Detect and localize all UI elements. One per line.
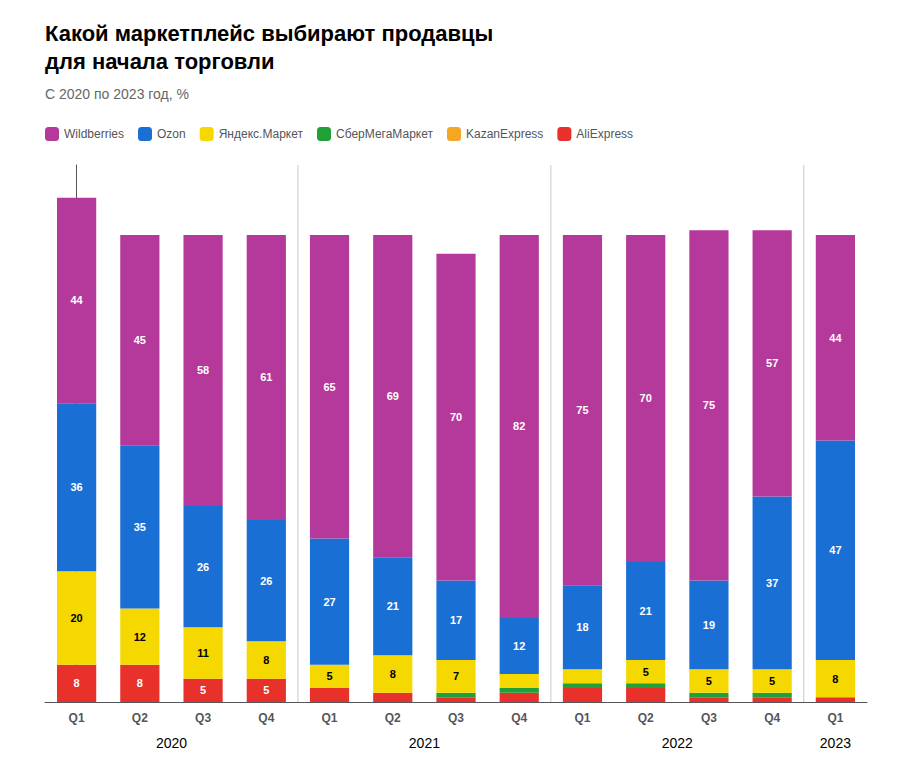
svg-text:18: 18 <box>576 621 588 633</box>
svg-text:Q1: Q1 <box>322 711 338 725</box>
svg-text:8: 8 <box>74 677 80 689</box>
svg-text:82: 82 <box>513 420 525 432</box>
svg-text:19: 19 <box>703 619 715 631</box>
svg-text:Q4: Q4 <box>258 711 274 725</box>
svg-text:С 2020 по 2023 год, %: С 2020 по 2023 год, % <box>45 86 189 102</box>
svg-text:21: 21 <box>640 605 652 617</box>
svg-text:69: 69 <box>387 390 399 402</box>
svg-text:8: 8 <box>832 673 838 685</box>
svg-text:Q2: Q2 <box>638 711 654 725</box>
svg-text:44: 44 <box>829 332 842 344</box>
svg-text:12: 12 <box>134 631 146 643</box>
svg-text:KazanExpress: KazanExpress <box>466 127 543 141</box>
svg-text:2022: 2022 <box>662 735 693 751</box>
svg-text:21: 21 <box>387 600 399 612</box>
svg-text:5: 5 <box>263 684 269 696</box>
svg-text:17: 17 <box>450 614 462 626</box>
svg-text:8: 8 <box>263 654 269 666</box>
svg-text:26: 26 <box>197 561 209 573</box>
svg-text:5: 5 <box>706 675 712 687</box>
svg-text:Q4: Q4 <box>511 711 527 725</box>
svg-text:Какой маркетплейс выбирают про: Какой маркетплейс выбирают продавцы <box>45 21 493 46</box>
svg-text:5: 5 <box>769 675 775 687</box>
svg-text:8: 8 <box>137 677 143 689</box>
svg-text:37: 37 <box>766 577 778 589</box>
svg-text:58: 58 <box>197 364 209 376</box>
svg-text:65: 65 <box>323 381 335 393</box>
svg-text:Q1: Q1 <box>574 711 590 725</box>
svg-text:AliExpress: AliExpress <box>576 127 633 141</box>
svg-text:27: 27 <box>323 596 335 608</box>
svg-text:Q4: Q4 <box>764 711 780 725</box>
svg-text:61: 61 <box>260 371 272 383</box>
svg-text:для начала торговли: для начала торговли <box>45 49 275 74</box>
svg-text:2020: 2020 <box>156 735 187 751</box>
svg-text:Q2: Q2 <box>132 711 148 725</box>
svg-text:Q3: Q3 <box>195 711 211 725</box>
svg-text:8: 8 <box>390 668 396 680</box>
svg-text:2021: 2021 <box>409 735 440 751</box>
svg-text:Q1: Q1 <box>69 711 85 725</box>
svg-text:12: 12 <box>513 640 525 652</box>
svg-text:70: 70 <box>640 392 652 404</box>
svg-text:Q1: Q1 <box>827 711 843 725</box>
svg-text:5: 5 <box>200 684 206 696</box>
svg-text:2023: 2023 <box>820 735 851 751</box>
svg-text:Wildberries: Wildberries <box>64 127 124 141</box>
svg-text:5: 5 <box>326 670 332 682</box>
svg-text:Ozon: Ozon <box>157 127 186 141</box>
svg-text:75: 75 <box>576 404 588 416</box>
svg-text:11: 11 <box>197 647 209 659</box>
svg-text:СберМегаМаркет: СберМегаМаркет <box>336 127 433 141</box>
svg-text:Яндекс.Маркет: Яндекс.Маркет <box>219 127 304 141</box>
svg-text:Q3: Q3 <box>448 711 464 725</box>
svg-text:45: 45 <box>134 334 146 346</box>
svg-text:26: 26 <box>260 575 272 587</box>
svg-text:20: 20 <box>70 612 82 624</box>
svg-text:57: 57 <box>766 357 778 369</box>
svg-text:7: 7 <box>453 670 459 682</box>
svg-text:70: 70 <box>450 411 462 423</box>
svg-text:Q3: Q3 <box>701 711 717 725</box>
svg-text:35: 35 <box>134 521 146 533</box>
svg-text:5: 5 <box>643 666 649 678</box>
svg-text:75: 75 <box>703 399 715 411</box>
svg-text:36: 36 <box>70 481 82 493</box>
svg-text:Q2: Q2 <box>385 711 401 725</box>
svg-text:44: 44 <box>70 294 83 306</box>
svg-text:47: 47 <box>829 544 841 556</box>
